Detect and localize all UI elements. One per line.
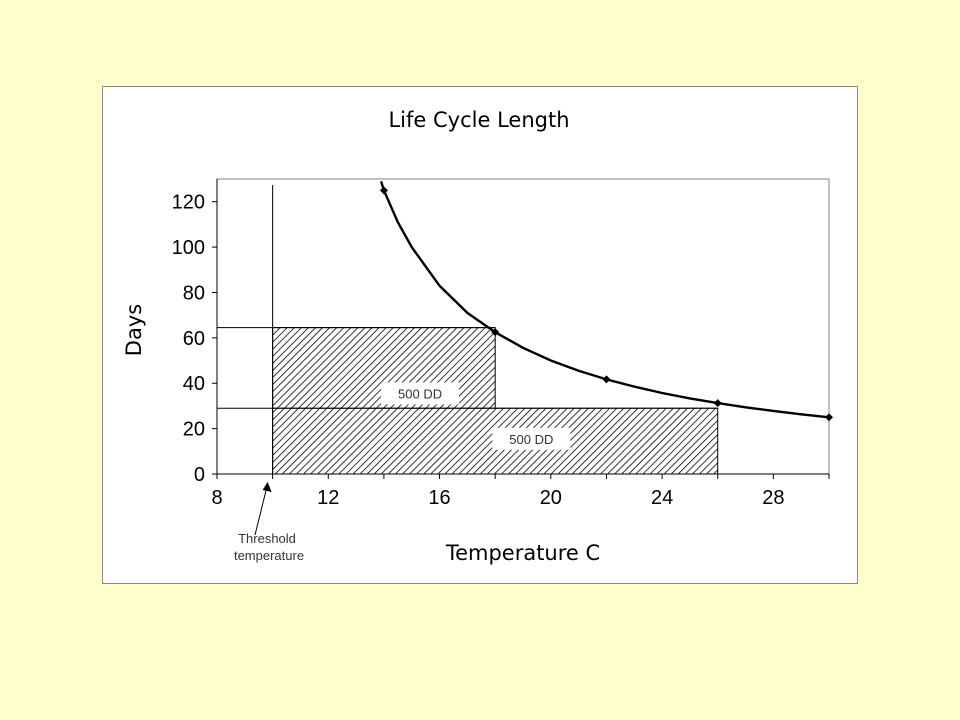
- threshold-arrow-head: [262, 482, 272, 492]
- series-point: [379, 186, 388, 195]
- threshold-label-line1: Threshold: [238, 531, 296, 546]
- y-tick-label: 20: [183, 419, 205, 441]
- dd-label-bg-1: [381, 382, 460, 405]
- y-tick-label: 40: [183, 373, 205, 395]
- series-line: [379, 180, 830, 419]
- chart: Life Cycle Length 8 12 16 20 24 28 0 20 40 60 80 1…: [122, 108, 833, 565]
- y-ticks: 0 20 40 60 80 100 120: [172, 192, 217, 486]
- threshold-label-line2: temperature: [234, 548, 304, 563]
- y-tick-label: 60: [183, 328, 205, 350]
- x-tick-label: 8: [211, 487, 222, 509]
- x-ticks: 8 12 16 20 24 28: [211, 474, 830, 509]
- threshold-arrow-line: [254, 487, 268, 536]
- y-tick-label: 0: [194, 464, 205, 486]
- x-tick-label: 24: [651, 487, 673, 509]
- y-tick-label: 80: [183, 282, 205, 304]
- chart-frame: Life Cycle Length 8 12 16 20 24 28 0 20 40 60 80 1…: [102, 86, 858, 584]
- x-tick-label: 12: [317, 487, 339, 509]
- dd-label-1: 500 DD: [398, 386, 442, 401]
- axes: [216, 179, 829, 475]
- guide-lines: [217, 185, 718, 474]
- x-tick-label: 28: [762, 487, 784, 509]
- x-tick-label: 20: [540, 487, 562, 509]
- series-point: [713, 399, 722, 408]
- series-point: [602, 375, 611, 384]
- y-tick-label: 120: [172, 192, 205, 214]
- degree-day-boxes: [272, 327, 719, 475]
- y-tick-label: 100: [172, 237, 205, 259]
- box-labels: 500 DD 500 DD: [381, 382, 571, 450]
- dd-label-bg-2: [492, 427, 571, 450]
- series-point: [491, 328, 500, 337]
- series-life-cycle: [379, 180, 833, 422]
- series-point: [825, 413, 833, 422]
- x-tick-label: 16: [428, 487, 450, 509]
- chart-title: Life Cycle Length: [388, 108, 569, 132]
- threshold-annotation: Threshold temperature: [234, 482, 304, 563]
- y-axis-label: Days: [122, 304, 146, 356]
- dd-label-2: 500 DD: [509, 432, 553, 447]
- x-axis-label: Temperature C: [445, 541, 600, 565]
